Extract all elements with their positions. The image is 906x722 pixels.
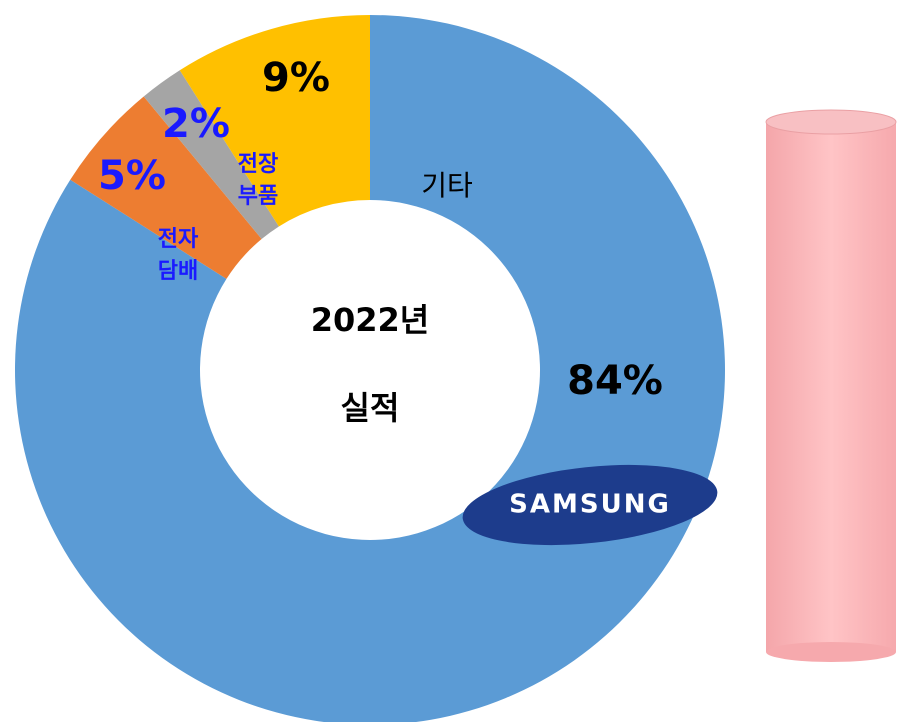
donut-segment	[15, 15, 725, 722]
donut-segment	[143, 70, 279, 240]
category-label: 전장	[238, 152, 278, 177]
category-label: SAMSUNG	[509, 490, 671, 520]
donut-segment	[179, 15, 370, 227]
center-text: 실적	[341, 389, 400, 427]
donut	[15, 15, 725, 722]
donut-segment	[70, 96, 262, 279]
category-label: 부품	[238, 184, 278, 209]
value-label: 2%	[162, 101, 230, 147]
value-label: 84%	[567, 358, 663, 404]
category-label: 전자	[158, 227, 199, 252]
value-label: 5%	[98, 153, 166, 199]
center-text: 2022년	[311, 301, 430, 339]
category-label: 기타	[421, 169, 473, 202]
category-label: 담배	[158, 259, 198, 284]
logo-background	[462, 464, 718, 546]
cylinder-decoration	[765, 109, 897, 662]
value-label: 9%	[262, 55, 330, 101]
